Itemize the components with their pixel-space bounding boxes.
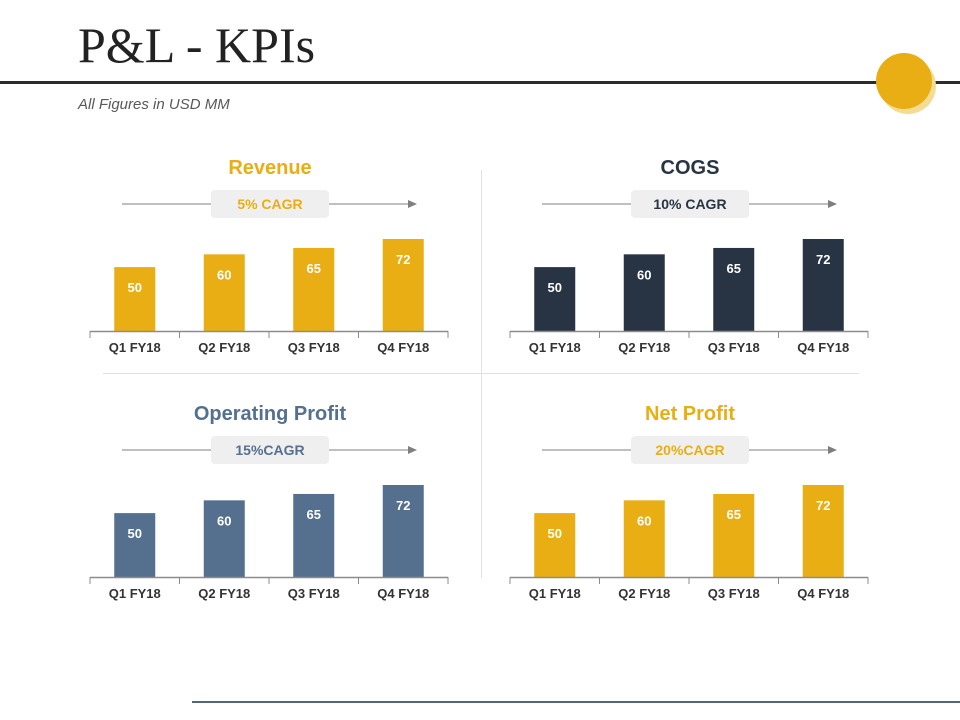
bar-q3-fy18 <box>293 493 335 577</box>
data-label-q2-fy18: 60 <box>217 513 231 528</box>
bar-q1-fy18 <box>114 267 156 331</box>
data-label-q4-fy18: 72 <box>816 498 830 513</box>
cagr-arrowhead-icon <box>828 200 837 208</box>
data-label-q3-fy18: 65 <box>307 507 321 522</box>
cagr-arrowhead-icon <box>828 446 837 454</box>
page-subtitle: All Figures in USD MM <box>78 96 230 113</box>
data-label-q1-fy18: 50 <box>548 526 562 541</box>
bar-q4-fy18 <box>382 485 424 577</box>
bar-q2-fy18 <box>203 254 245 331</box>
data-label-q4-fy18: 72 <box>396 252 410 267</box>
bar-q3-fy18 <box>713 247 755 331</box>
horizontal-divider <box>103 373 859 374</box>
tick-label-q2-fy18: Q2 FY18 <box>198 586 250 601</box>
title-rule <box>0 81 960 84</box>
net-profit-chart-panel: Net Profit 20%CAGR 50 Q1 FY18 60 Q2 FY18 65 Q3 … <box>500 396 880 606</box>
data-label-q2-fy18: 60 <box>637 513 651 528</box>
cagr-badge <box>631 190 749 218</box>
data-label-q2-fy18: 60 <box>637 267 651 282</box>
data-label-q4-fy18: 72 <box>396 498 410 513</box>
data-label-q1-fy18: 50 <box>128 280 142 295</box>
bar-q4-fy18 <box>802 485 844 577</box>
tick-label-q1-fy18: Q1 FY18 <box>109 340 161 355</box>
tick-label-q1-fy18: Q1 FY18 <box>109 586 161 601</box>
bar-q1-fy18 <box>534 513 576 577</box>
bar-q1-fy18 <box>114 513 156 577</box>
tick-label-q3-fy18: Q3 FY18 <box>288 340 340 355</box>
bar-q3-fy18 <box>293 247 335 331</box>
vertical-divider <box>481 170 482 578</box>
tick-label-q1-fy18: Q1 FY18 <box>529 340 581 355</box>
operating-profit-chart: Operating Profit 15%CAGR 50 Q1 FY18 60 Q2 FY1… <box>89 403 449 601</box>
net-profit-chart: Net Profit 20%CAGR 50 Q1 FY18 60 Q2 FY18 65 Q3 … <box>509 403 869 601</box>
page-title: P&L - KPIs <box>78 17 316 73</box>
data-label-q1-fy18: 50 <box>128 526 142 541</box>
data-label-q1-fy18: 50 <box>548 280 562 295</box>
bottom-rule <box>192 701 960 703</box>
bar-q3-fy18 <box>713 493 755 577</box>
tick-label-q2-fy18: Q2 FY18 <box>198 340 250 355</box>
cogs-chart-panel: COGS 10% CAGR 50 Q1 FY18 60 Q2 FY18 65 Q3 FY18 7… <box>500 150 880 360</box>
tick-label-q4-fy18: Q4 FY18 <box>377 586 429 601</box>
bar-q2-fy18 <box>203 500 245 577</box>
data-label-q2-fy18: 60 <box>217 267 231 282</box>
bar-q2-fy18 <box>623 254 665 331</box>
cagr-badge <box>211 190 329 218</box>
data-label-q4-fy18: 72 <box>816 252 830 267</box>
chart-title: Net Profit <box>645 403 735 425</box>
data-label-q3-fy18: 65 <box>727 261 741 276</box>
bar-q1-fy18 <box>534 267 576 331</box>
cagr-badge-text: 10% CAGR <box>653 196 726 212</box>
cagr-badge <box>631 436 749 464</box>
tick-label-q2-fy18: Q2 FY18 <box>618 586 670 601</box>
cagr-arrowhead-icon <box>408 200 417 208</box>
tick-label-q2-fy18: Q2 FY18 <box>618 340 670 355</box>
chart-title: Revenue <box>228 157 311 179</box>
cagr-badge <box>211 436 329 464</box>
decorative-circle <box>876 53 932 109</box>
tick-label-q3-fy18: Q3 FY18 <box>288 586 340 601</box>
data-label-q3-fy18: 65 <box>307 261 321 276</box>
tick-label-q1-fy18: Q1 FY18 <box>529 586 581 601</box>
operating-profit-chart-panel: Operating Profit 15%CAGR 50 Q1 FY18 60 Q2 FY1… <box>80 396 460 606</box>
revenue-chart-panel: Revenue 5% CAGR 50 Q1 FY18 60 Q2 FY18 65 Q3 FY1… <box>80 150 460 360</box>
chart-title: Operating Profit <box>194 403 347 425</box>
tick-label-q4-fy18: Q4 FY18 <box>377 340 429 355</box>
data-label-q3-fy18: 65 <box>727 507 741 522</box>
bar-q2-fy18 <box>623 500 665 577</box>
revenue-chart: Revenue 5% CAGR 50 Q1 FY18 60 Q2 FY18 65 Q3 FY1… <box>89 157 449 355</box>
chart-title: COGS <box>661 157 720 179</box>
cagr-badge-text: 15%CAGR <box>235 442 304 458</box>
bar-q4-fy18 <box>382 239 424 331</box>
cagr-badge-text: 20%CAGR <box>655 442 724 458</box>
tick-label-q4-fy18: Q4 FY18 <box>797 340 849 355</box>
bar-q4-fy18 <box>802 239 844 331</box>
tick-label-q4-fy18: Q4 FY18 <box>797 586 849 601</box>
cagr-badge-text: 5% CAGR <box>237 196 302 212</box>
cogs-chart: COGS 10% CAGR 50 Q1 FY18 60 Q2 FY18 65 Q3 FY18 7… <box>509 157 869 355</box>
cagr-arrowhead-icon <box>408 446 417 454</box>
tick-label-q3-fy18: Q3 FY18 <box>708 340 760 355</box>
tick-label-q3-fy18: Q3 FY18 <box>708 586 760 601</box>
